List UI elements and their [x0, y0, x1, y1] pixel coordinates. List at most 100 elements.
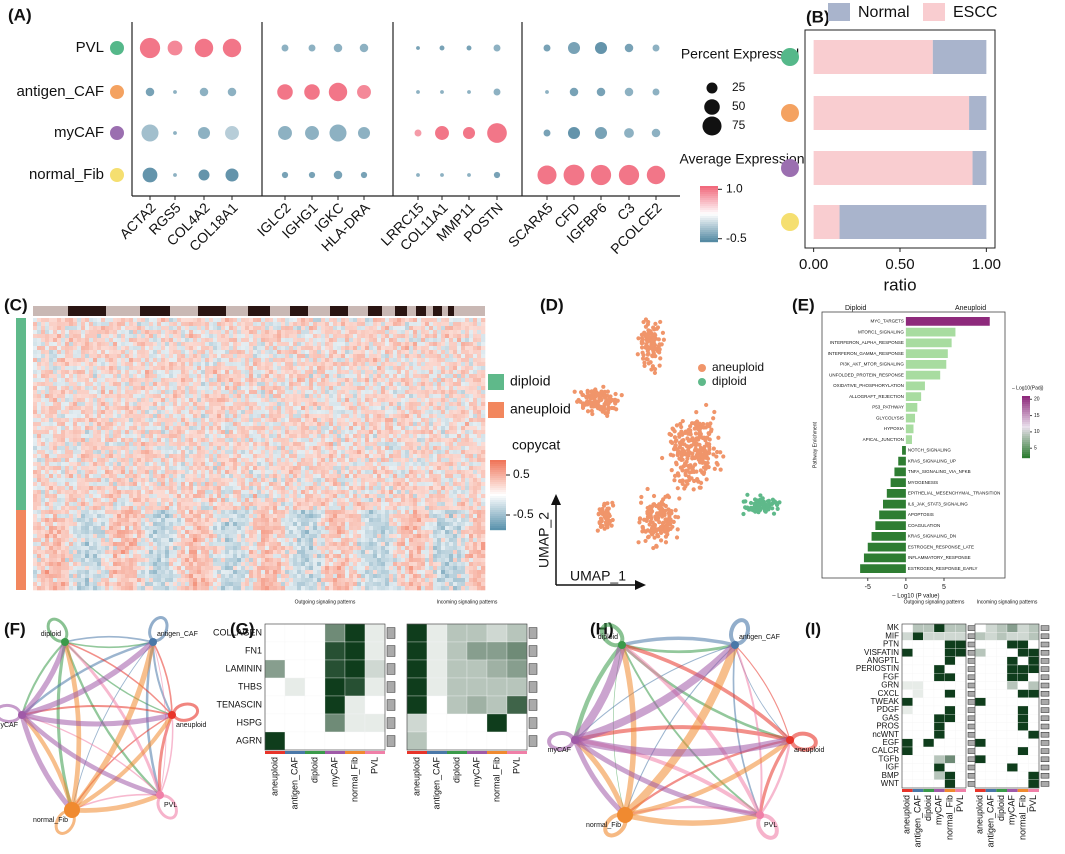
heatmap-cell	[229, 374, 234, 379]
heatmap-cell	[253, 322, 258, 327]
heatmap-cell	[125, 426, 130, 431]
heatmap-cell	[445, 370, 450, 375]
heatmap-cell	[33, 458, 38, 463]
heatmap-cell	[333, 430, 338, 435]
heatmap-cell	[449, 474, 454, 479]
heatmap-cell	[417, 318, 422, 323]
heatmap-cell	[213, 386, 218, 391]
heatmap-cell	[49, 410, 54, 415]
heatmap-cell	[333, 446, 338, 451]
heatmap-cell	[345, 430, 350, 435]
heatmap-cell	[481, 450, 486, 455]
heatmap-cell	[177, 394, 182, 399]
heatmap-cell	[69, 322, 74, 327]
heatmap-cell	[157, 366, 162, 371]
heatmap-cell	[345, 382, 350, 387]
heatmap-cell	[449, 366, 454, 371]
heatmap-cell	[145, 458, 150, 463]
heatmap-cell	[481, 442, 486, 447]
heatmap-cell	[457, 414, 462, 419]
heatmap-cell	[157, 414, 162, 419]
heatmap-cell	[277, 454, 282, 459]
heatmap-cell	[97, 374, 102, 379]
heatmap-cell	[225, 346, 230, 351]
heatmap-cell	[221, 326, 226, 331]
heatmap-cell	[129, 430, 134, 435]
heatmap-cell	[321, 358, 326, 363]
heatmap-cell	[277, 438, 282, 443]
heatmap-cell	[53, 390, 58, 395]
heatmap-cell	[177, 346, 182, 351]
heatmap-cell	[117, 482, 122, 487]
heatmap-cell	[129, 354, 134, 359]
heatmap-cell	[217, 318, 222, 323]
heatmap-cell	[117, 358, 122, 363]
heatmap-cell	[469, 438, 474, 443]
heatmap-cell	[157, 478, 162, 483]
heatmap-cell	[209, 406, 214, 411]
heatmap-cell	[149, 394, 154, 399]
heatmap-cell	[89, 466, 94, 471]
heatmap-cell	[73, 358, 78, 363]
heatmap-cell	[321, 482, 326, 487]
heatmap-cell	[281, 478, 286, 483]
heatmap-cell	[73, 374, 78, 379]
heatmap-cell	[53, 358, 58, 363]
heatmap-cell	[41, 482, 46, 487]
heatmap-cell	[197, 478, 202, 483]
heatmap-cell	[405, 386, 410, 391]
heatmap-cell	[57, 442, 62, 447]
heatmap-cell	[481, 418, 486, 423]
heatmap-cell	[169, 418, 174, 423]
heatmap-cell	[309, 458, 314, 463]
heatmap-cell	[141, 410, 146, 415]
heatmap-cell	[61, 482, 66, 487]
heatmap-cell	[293, 370, 298, 375]
heatmap-cell	[385, 438, 390, 443]
heatmap-cell	[61, 338, 66, 343]
heatmap-cell	[261, 478, 266, 483]
heatmap-cell	[233, 394, 238, 399]
heatmap-cell	[437, 474, 442, 479]
group-strip	[16, 510, 26, 590]
heatmap-cell	[237, 406, 242, 411]
heatmap-cell	[233, 366, 238, 371]
heatmap-cell	[73, 434, 78, 439]
heatmap-cell	[165, 450, 170, 455]
heatmap-cell	[461, 410, 466, 415]
heatmap-cell	[225, 438, 230, 443]
heatmap-cell	[429, 334, 434, 339]
heatmap-cell	[465, 482, 470, 487]
heatmap-cell	[117, 446, 122, 451]
heatmap-cell	[281, 442, 286, 447]
heatmap-cell	[421, 362, 426, 367]
heatmap-cell	[317, 390, 322, 395]
heatmap-cell	[269, 462, 274, 467]
heatmap-cell	[173, 466, 178, 471]
heatmap-cell	[185, 330, 190, 335]
heatmap-cell	[165, 434, 170, 439]
heatmap-cell	[453, 398, 458, 403]
heatmap-cell	[201, 418, 206, 423]
heatmap-cell	[45, 422, 50, 427]
heatmap-cell	[373, 358, 378, 363]
heatmap-cell	[121, 430, 126, 435]
heatmap-cell	[217, 394, 222, 399]
heatmap-cell	[381, 362, 386, 367]
heatmap-cell	[153, 342, 158, 347]
heatmap-cell	[377, 330, 382, 335]
heatmap-cell	[109, 322, 114, 327]
heatmap-cell	[433, 458, 438, 463]
heatmap-cell	[205, 430, 210, 435]
heatmap-cell	[129, 338, 134, 343]
heatmap-cell	[353, 438, 358, 443]
heatmap-cell	[265, 374, 270, 379]
heatmap-cell	[121, 438, 126, 443]
heatmap-cell	[265, 382, 270, 387]
heatmap-cell	[397, 454, 402, 459]
heatmap-cell	[361, 478, 366, 483]
heatmap-cell	[277, 426, 282, 431]
heatmap-cell	[49, 358, 54, 363]
heatmap-cell	[141, 378, 146, 383]
heatmap-cell	[465, 418, 470, 423]
